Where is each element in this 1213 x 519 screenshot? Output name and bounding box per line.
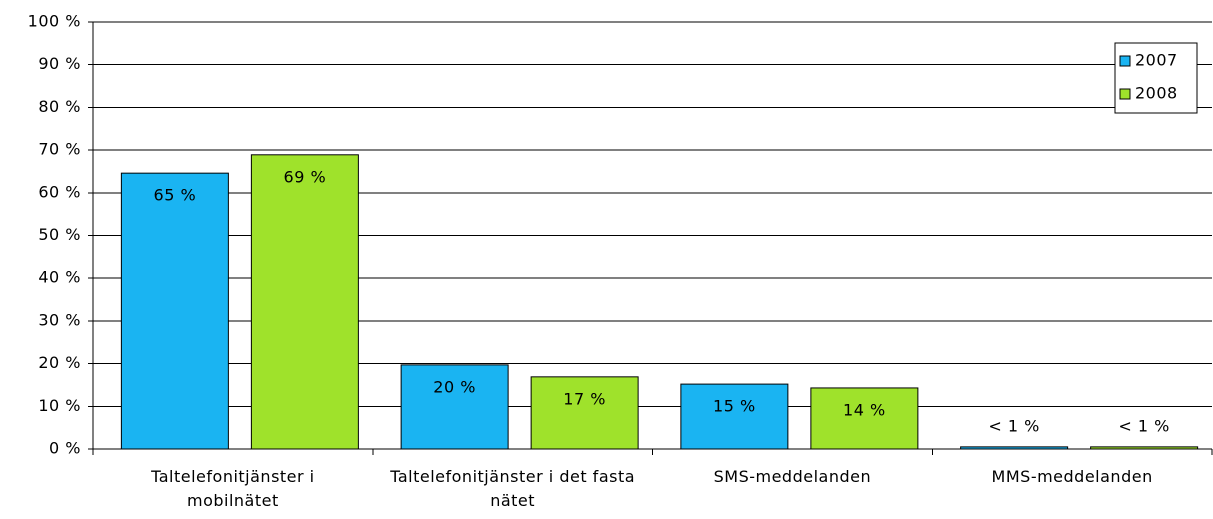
y-tick-label: 20 %	[38, 353, 81, 372]
x-tick-label: MMS-meddelanden	[992, 467, 1153, 486]
y-tick-label: 30 %	[38, 310, 81, 329]
legend-swatch	[1119, 55, 1131, 67]
value-label: 17 %	[563, 389, 606, 408]
legend-label: 2007	[1135, 51, 1178, 70]
x-tick-label-line: nätet	[490, 491, 535, 510]
x-tick-label-line: Taltelefonitjänster i	[150, 467, 315, 486]
legend-label: 2008	[1135, 84, 1178, 103]
x-tick-label: SMS-meddelanden	[714, 467, 872, 486]
bar	[810, 387, 919, 450]
y-tick-label: 100 %	[28, 12, 81, 31]
y-tick-label: 0 %	[49, 439, 81, 458]
legend-swatch	[1119, 88, 1131, 100]
value-label: 69 %	[284, 167, 327, 186]
x-tick-label-line: SMS-meddelanden	[714, 467, 872, 486]
bar	[1090, 446, 1199, 450]
legend-box	[1114, 42, 1198, 114]
y-tick-label: 50 %	[38, 225, 81, 244]
value-label: 14 %	[843, 400, 886, 419]
y-tick-label: 60 %	[38, 182, 81, 201]
y-tick-label: 70 %	[38, 140, 81, 159]
y-tick-label: 90 %	[38, 54, 81, 73]
value-label: < 1 %	[1118, 416, 1169, 435]
value-label: 20 %	[433, 377, 476, 396]
x-tick-label-line: mobilnätet	[187, 491, 279, 510]
y-tick-label: 10 %	[38, 396, 81, 415]
bar	[250, 154, 359, 450]
value-label: 15 %	[713, 397, 756, 416]
bar	[400, 364, 509, 450]
value-label: 65 %	[154, 186, 197, 205]
bar	[680, 383, 789, 450]
x-tick-label-line: MMS-meddelanden	[992, 467, 1153, 486]
y-tick-label: 80 %	[38, 97, 81, 116]
bar	[530, 376, 639, 450]
x-tick-label-line: Taltelefonitjänster i det fasta	[389, 467, 635, 486]
bar	[960, 446, 1069, 450]
y-tick-label: 40 %	[38, 268, 81, 287]
x-tick-label: Taltelefonitjänster i mobilnätet	[150, 467, 315, 510]
x-tick-label: Taltelefonitjänster i det fasta nätet	[389, 467, 635, 510]
bar	[120, 172, 229, 450]
value-label: < 1 %	[988, 416, 1039, 435]
